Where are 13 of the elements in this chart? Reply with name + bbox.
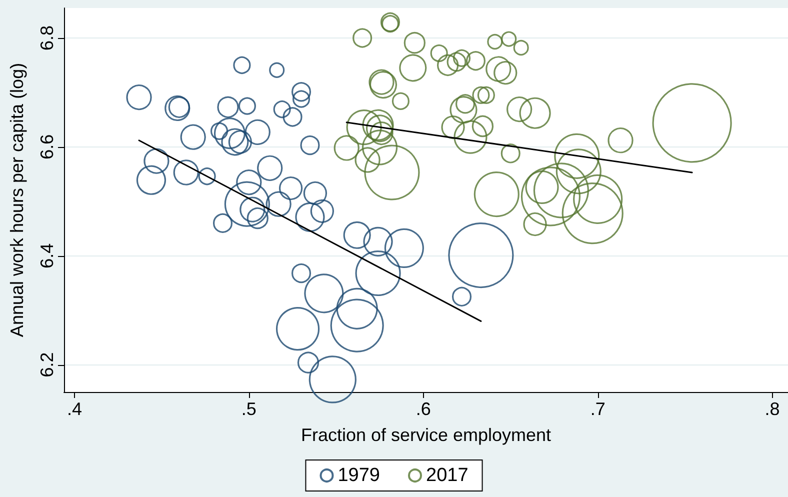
y-tick-label: 6.4 xyxy=(37,243,57,268)
legend-label: 2017 xyxy=(426,465,468,486)
x-tick-label: .4 xyxy=(66,399,82,419)
x-tick-label: .5 xyxy=(241,399,256,419)
y-tick-label: 6.2 xyxy=(37,352,57,378)
x-tick-label: .8 xyxy=(764,399,780,419)
y-tick-label: 6.8 xyxy=(37,25,57,50)
x-axis-title: Fraction of service employment xyxy=(300,425,552,445)
y-tick-label: 6.6 xyxy=(37,134,57,160)
legend-label: 1979 xyxy=(338,465,380,486)
x-tick-label: .6 xyxy=(416,399,431,419)
x-tick-label: .7 xyxy=(590,399,606,419)
y-axis-title: Annual work hours per capita (log) xyxy=(7,62,27,338)
